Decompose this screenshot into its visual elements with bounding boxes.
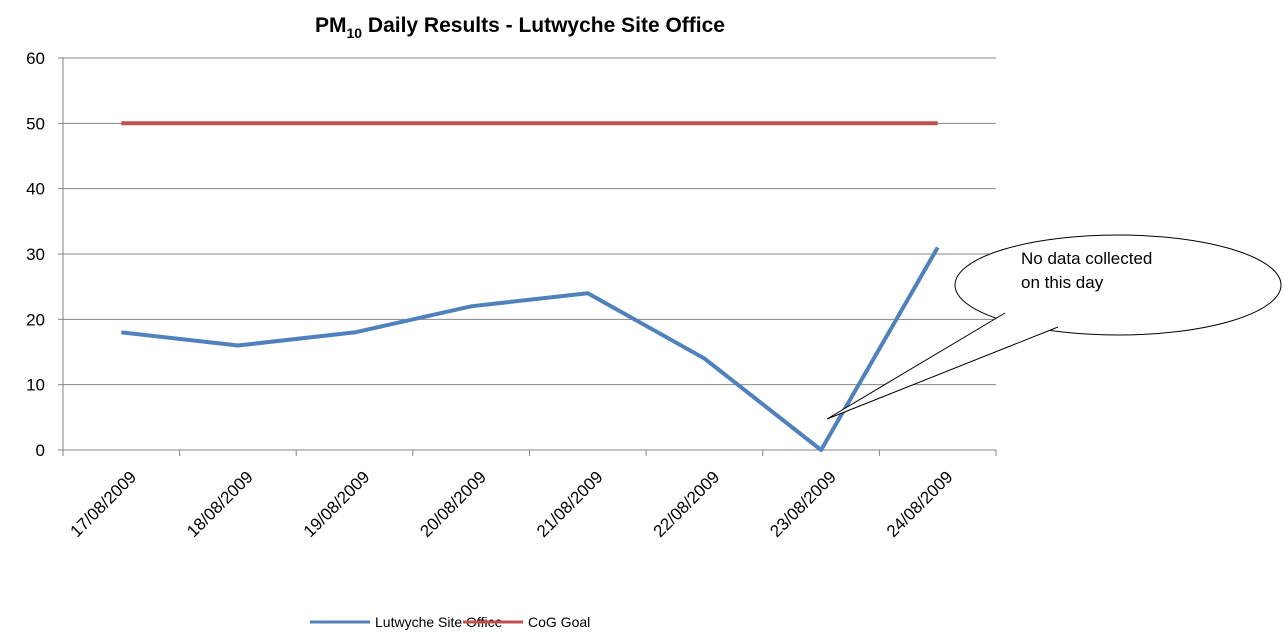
callout: No data collected on this day — [826, 234, 1282, 420]
x-tick-label: 24/08/2009 — [883, 467, 957, 541]
y-tick-label: 10 — [26, 376, 45, 395]
annotation: No data collected — [1021, 249, 1152, 268]
legend-label: Lutwyche Site Office — [375, 614, 503, 630]
x-tick-label: 20/08/2009 — [416, 467, 490, 541]
x-tick-label: 18/08/2009 — [183, 467, 257, 541]
x-tick-label: 23/08/2009 — [766, 467, 840, 541]
title-part: PM — [315, 14, 347, 37]
plot-area: 0 10 20 30 40 50 60 17/08/2009 18/08/2009 19/08/2… — [26, 49, 997, 541]
y-tick-label: 40 — [26, 180, 45, 199]
callout-tail-fill — [827, 313, 1058, 419]
y-tick-label: 60 — [26, 49, 45, 68]
y-tick-label: 30 — [26, 245, 45, 264]
x-tick-label: 22/08/2009 — [650, 467, 724, 541]
legend-label: CoG Goal — [528, 614, 590, 630]
callout-tail — [826, 312, 1059, 420]
x-tick-label: 19/08/2009 — [300, 467, 374, 541]
annotation: on this day — [1021, 273, 1104, 292]
title-subscript: 10 — [346, 25, 362, 41]
title-part: Daily Results - Lutwyche Site Office — [362, 14, 725, 37]
y-tick-label: 50 — [26, 114, 45, 133]
x-tick-label: 21/08/2009 — [533, 467, 607, 541]
y-tick-label: 20 — [26, 310, 45, 329]
data-line — [121, 246, 940, 452]
x-tick-label: 17/08/2009 — [67, 467, 141, 541]
callout-bubble — [954, 234, 1282, 336]
chart-title: PM10 Daily Results - Lutwyche Site Offic… — [315, 14, 725, 41]
y-tick-label: 0 — [36, 441, 45, 460]
